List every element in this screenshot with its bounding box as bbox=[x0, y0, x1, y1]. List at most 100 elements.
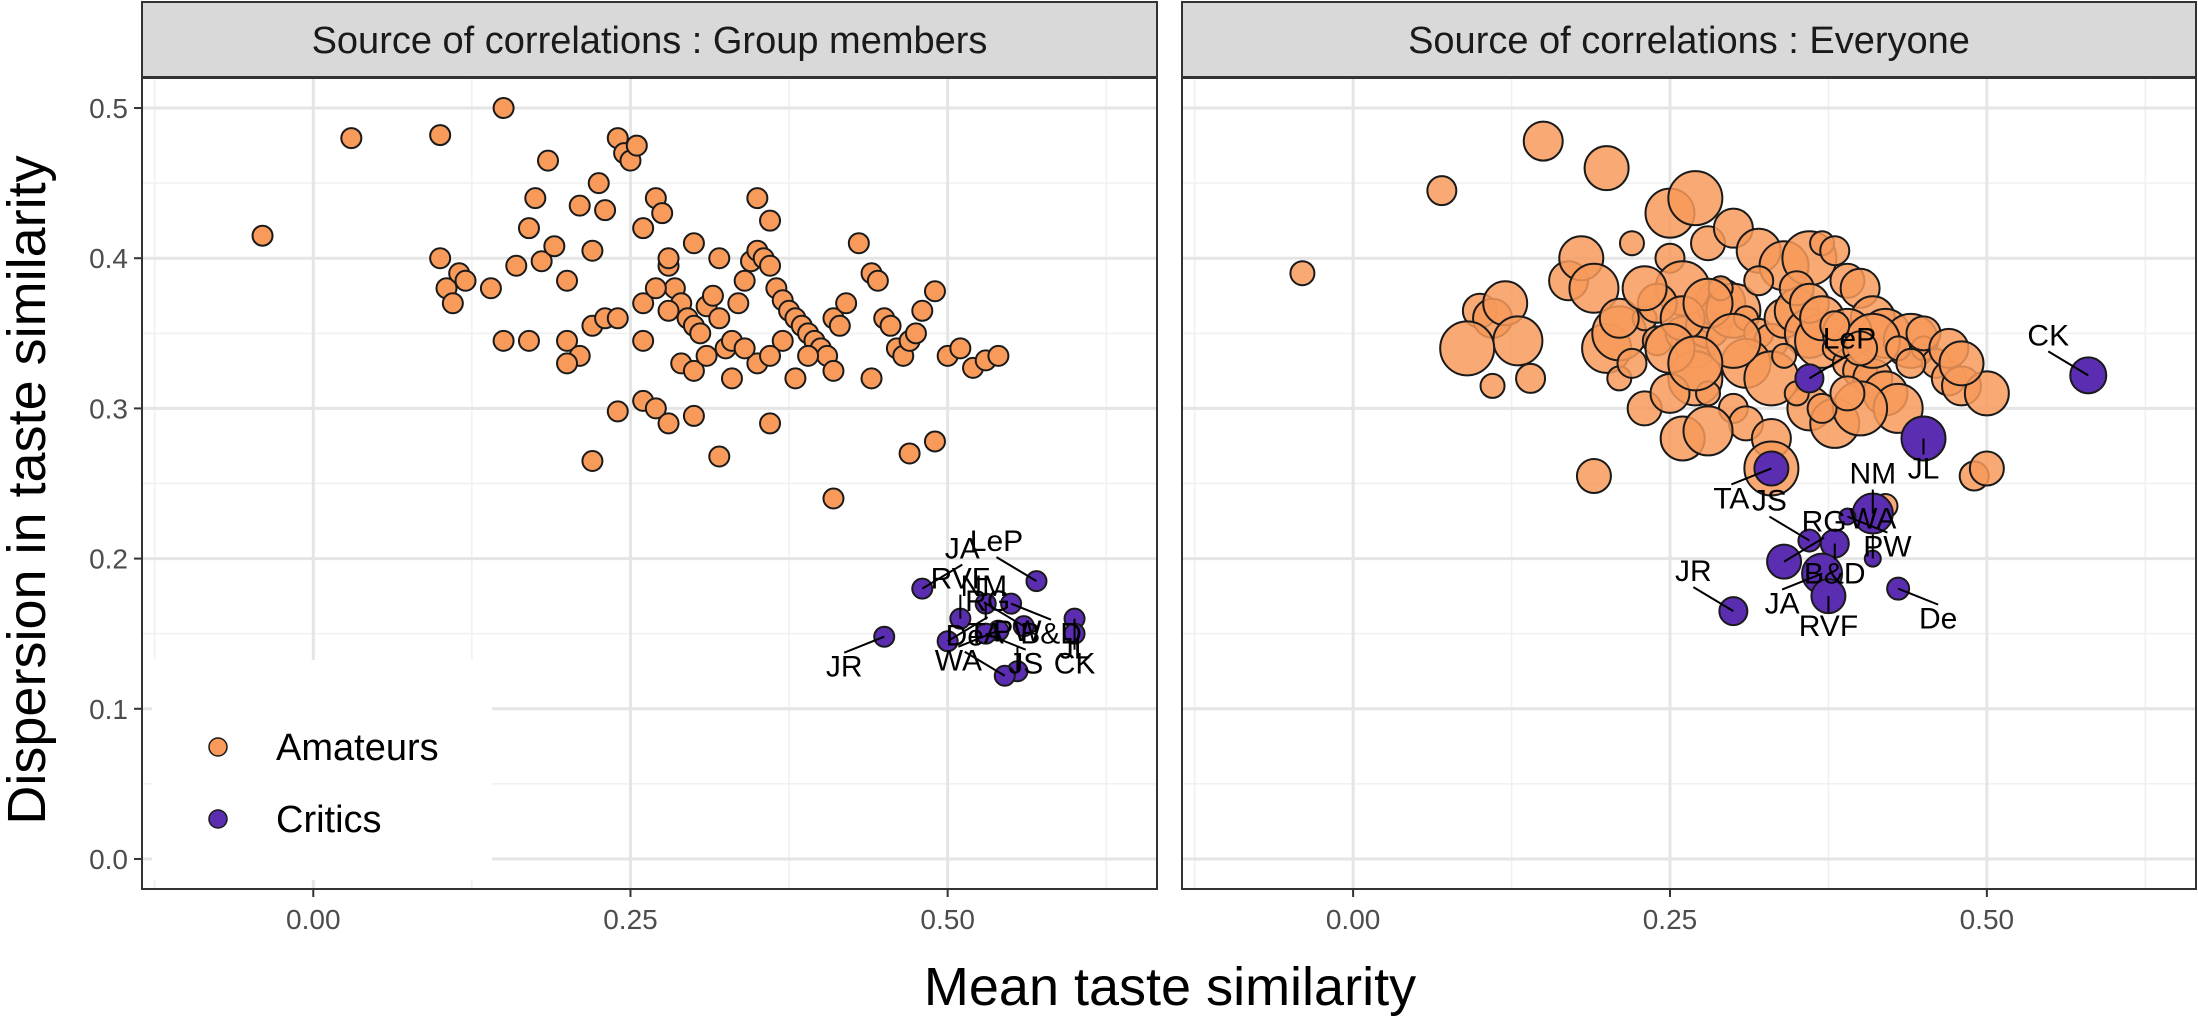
critic-labels-everyone: CK JL LeP TA NM PW JS B&D RG JA WA De JR RVF bbox=[1675, 319, 2089, 643]
strip-title-group-members: Source of correlations : Group members bbox=[312, 20, 988, 62]
amateur-point bbox=[530, 250, 553, 273]
x-tick-label: 0.50 bbox=[1960, 904, 2015, 935]
amateur-point bbox=[879, 314, 902, 337]
amateur-point bbox=[651, 202, 674, 225]
amateur-point bbox=[492, 329, 515, 352]
critic-label: CK bbox=[2027, 319, 2069, 352]
amateur-point bbox=[479, 277, 502, 300]
critic-label: LeP bbox=[1823, 322, 1876, 355]
amateur-point bbox=[1479, 372, 1506, 399]
x-tick-label: 0.00 bbox=[286, 904, 341, 935]
critic-label-leader bbox=[1781, 572, 1823, 591]
amateur-point bbox=[733, 269, 756, 292]
critic-label: LeP bbox=[970, 525, 1023, 558]
critic-label-leader bbox=[1731, 467, 1772, 486]
y-tick-label: 0.0 bbox=[89, 844, 128, 875]
panel-border-everyone bbox=[1181, 77, 2197, 890]
amateur-point bbox=[1819, 235, 1851, 267]
legend-label-amateurs: Amateurs bbox=[276, 727, 439, 769]
critic-label-leader bbox=[985, 632, 1027, 651]
amateur-point bbox=[733, 337, 756, 360]
amateur-point bbox=[866, 269, 889, 292]
critic-label: RVF bbox=[931, 563, 990, 596]
panel-everyone: Source of correlations : Everyone CK JL Le… bbox=[1181, 1, 2197, 890]
amateur-point bbox=[1426, 175, 1458, 207]
amateur-point bbox=[835, 292, 858, 315]
critic-label: TA bbox=[1713, 482, 1749, 515]
amateur-point bbox=[644, 277, 667, 300]
amateur-point bbox=[556, 352, 579, 375]
critic-label-leader bbox=[843, 635, 885, 654]
y-tick-label: 0.1 bbox=[89, 694, 128, 725]
amateur-point bbox=[543, 235, 566, 258]
legend: Amateurs Critics bbox=[152, 660, 492, 880]
amateur-point bbox=[556, 329, 579, 352]
critic-label-leader bbox=[995, 556, 1037, 582]
amateur-point bbox=[657, 299, 680, 322]
amateur-point bbox=[784, 367, 807, 390]
x-tick-label: 0.50 bbox=[920, 904, 975, 935]
x-tick-label: 0.25 bbox=[1643, 904, 1698, 935]
amateur-point bbox=[860, 367, 883, 390]
amateur-point bbox=[1583, 145, 1630, 192]
amateur-point bbox=[1667, 170, 1724, 227]
critic-label: JL bbox=[1908, 452, 1940, 485]
critic-label: RVF bbox=[1799, 610, 1858, 643]
x-axis-title: Mean taste similarity bbox=[924, 957, 1416, 1017]
critic-label: JA bbox=[945, 533, 980, 566]
amateur-point bbox=[625, 134, 648, 157]
amateur-point bbox=[1743, 265, 1775, 297]
amateur-point bbox=[429, 124, 452, 147]
x-tick-label: 0.25 bbox=[603, 904, 658, 935]
y-tick-label: 0.3 bbox=[89, 393, 128, 424]
critic-label: CK bbox=[1054, 648, 1096, 681]
critic-label: De bbox=[1919, 603, 1957, 636]
amateur-point bbox=[632, 217, 655, 240]
amateur-point bbox=[581, 239, 604, 262]
amateur-point bbox=[987, 344, 1010, 367]
amateur-point bbox=[251, 224, 274, 247]
y-axis-title: Dispersion in taste similarity bbox=[0, 155, 57, 824]
critic-label-leader bbox=[1783, 536, 1825, 563]
amateur-point bbox=[1963, 370, 2010, 417]
critic-label-leader bbox=[1010, 602, 1052, 621]
amateur-point bbox=[1895, 347, 1927, 379]
amateur-point bbox=[505, 254, 528, 277]
amateur-point bbox=[822, 359, 845, 382]
amateur-point bbox=[1618, 230, 1645, 257]
critic-label: JS bbox=[1752, 485, 1787, 518]
critic-label-leader bbox=[1692, 586, 1734, 613]
amateur-point bbox=[1682, 277, 1734, 329]
critic-label-leader bbox=[1808, 353, 1850, 380]
critic-label: JR bbox=[826, 651, 863, 684]
amateur-point bbox=[1598, 297, 1640, 339]
amateur-point bbox=[1616, 347, 1648, 379]
amateur-point bbox=[708, 247, 731, 270]
legend-key-critics bbox=[208, 809, 228, 829]
amateur-point bbox=[949, 337, 972, 360]
legend-background bbox=[152, 660, 492, 880]
strip-background-group-members bbox=[141, 1, 1158, 78]
critic-label-leader bbox=[958, 629, 999, 648]
critic-label-leader bbox=[1768, 515, 1810, 542]
amateur-point bbox=[898, 442, 921, 465]
points-group-members bbox=[251, 97, 1086, 687]
amateur-point bbox=[556, 269, 579, 292]
amateur-point bbox=[1289, 260, 1316, 287]
amateur-point bbox=[1842, 330, 1879, 367]
critic-label: WA bbox=[935, 645, 982, 678]
critic-label: NM bbox=[1849, 458, 1896, 491]
critic-label: B&D bbox=[1804, 558, 1866, 591]
amateur-point bbox=[441, 292, 464, 315]
amateur-point bbox=[1439, 320, 1496, 377]
critic-label: B&D bbox=[1020, 618, 1082, 651]
amateur-point bbox=[904, 322, 927, 345]
strip-background-everyone bbox=[1181, 1, 2197, 78]
amateur-point bbox=[727, 292, 750, 315]
amateur-point bbox=[759, 209, 782, 232]
amateur-point bbox=[632, 292, 655, 315]
amateur-point bbox=[1938, 340, 1985, 387]
amateur-point bbox=[492, 97, 515, 120]
amateur-point bbox=[454, 269, 477, 292]
amateur-point bbox=[746, 187, 769, 210]
